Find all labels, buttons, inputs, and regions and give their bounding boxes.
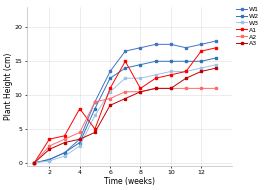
A2 <box>215 87 218 89</box>
W2 <box>139 63 142 66</box>
A3 <box>63 141 66 144</box>
A3 <box>215 67 218 69</box>
Line: A2: A2 <box>33 87 218 164</box>
W2 <box>109 77 112 79</box>
A2 <box>184 87 188 89</box>
A2 <box>200 87 203 89</box>
W1 <box>139 47 142 49</box>
Y-axis label: Plant Height (cm): Plant Height (cm) <box>4 53 13 120</box>
A1 <box>215 47 218 49</box>
W3 <box>154 74 157 76</box>
A3 <box>33 162 36 164</box>
A3 <box>200 70 203 73</box>
W2 <box>200 60 203 63</box>
A1 <box>124 60 127 63</box>
W2 <box>93 108 97 110</box>
A3 <box>154 87 157 89</box>
A2 <box>169 87 172 89</box>
W2 <box>184 60 188 63</box>
W3 <box>215 63 218 66</box>
W3 <box>48 160 51 162</box>
A1 <box>184 70 188 73</box>
A2 <box>139 91 142 93</box>
A3 <box>139 91 142 93</box>
W1 <box>63 152 66 154</box>
W3 <box>139 77 142 79</box>
W3 <box>169 70 172 73</box>
Line: A1: A1 <box>33 47 218 164</box>
A1 <box>154 77 157 79</box>
A3 <box>184 77 188 79</box>
A2 <box>78 131 81 134</box>
W2 <box>124 67 127 69</box>
A2 <box>124 91 127 93</box>
W2 <box>33 162 36 164</box>
Line: W3: W3 <box>33 63 218 164</box>
W1 <box>93 101 97 103</box>
W2 <box>154 60 157 63</box>
A2 <box>109 97 112 100</box>
X-axis label: Time (weeks): Time (weeks) <box>103 177 155 186</box>
W3 <box>93 114 97 117</box>
W2 <box>169 60 172 63</box>
A2 <box>154 87 157 89</box>
A2 <box>63 138 66 140</box>
A2 <box>93 101 97 103</box>
A1 <box>139 87 142 89</box>
W2 <box>78 141 81 144</box>
A1 <box>48 138 51 140</box>
A1 <box>63 135 66 137</box>
W1 <box>124 50 127 52</box>
W1 <box>78 138 81 140</box>
W1 <box>184 47 188 49</box>
W1 <box>154 43 157 45</box>
A3 <box>78 138 81 140</box>
A3 <box>93 131 97 134</box>
W1 <box>169 43 172 45</box>
Line: W2: W2 <box>33 57 218 164</box>
W2 <box>63 152 66 154</box>
A3 <box>109 104 112 106</box>
A1 <box>93 128 97 130</box>
W2 <box>215 57 218 59</box>
W1 <box>48 158 51 161</box>
W1 <box>215 40 218 42</box>
W1 <box>33 162 36 164</box>
A2 <box>33 162 36 164</box>
A1 <box>109 87 112 89</box>
W3 <box>78 145 81 147</box>
A1 <box>33 162 36 164</box>
Line: A3: A3 <box>33 67 218 164</box>
Line: W1: W1 <box>33 40 218 164</box>
W3 <box>63 155 66 157</box>
A1 <box>78 108 81 110</box>
W3 <box>124 77 127 79</box>
W3 <box>200 67 203 69</box>
W1 <box>200 43 203 45</box>
W3 <box>184 70 188 73</box>
A1 <box>200 50 203 52</box>
A1 <box>169 74 172 76</box>
W3 <box>109 91 112 93</box>
A2 <box>48 145 51 147</box>
A3 <box>124 97 127 100</box>
W2 <box>48 158 51 161</box>
A3 <box>169 87 172 89</box>
Legend: W1, W2, W3, A1, A2, A3: W1, W2, W3, A1, A2, A3 <box>234 4 262 49</box>
A3 <box>48 148 51 150</box>
W1 <box>109 70 112 73</box>
W3 <box>33 162 36 164</box>
